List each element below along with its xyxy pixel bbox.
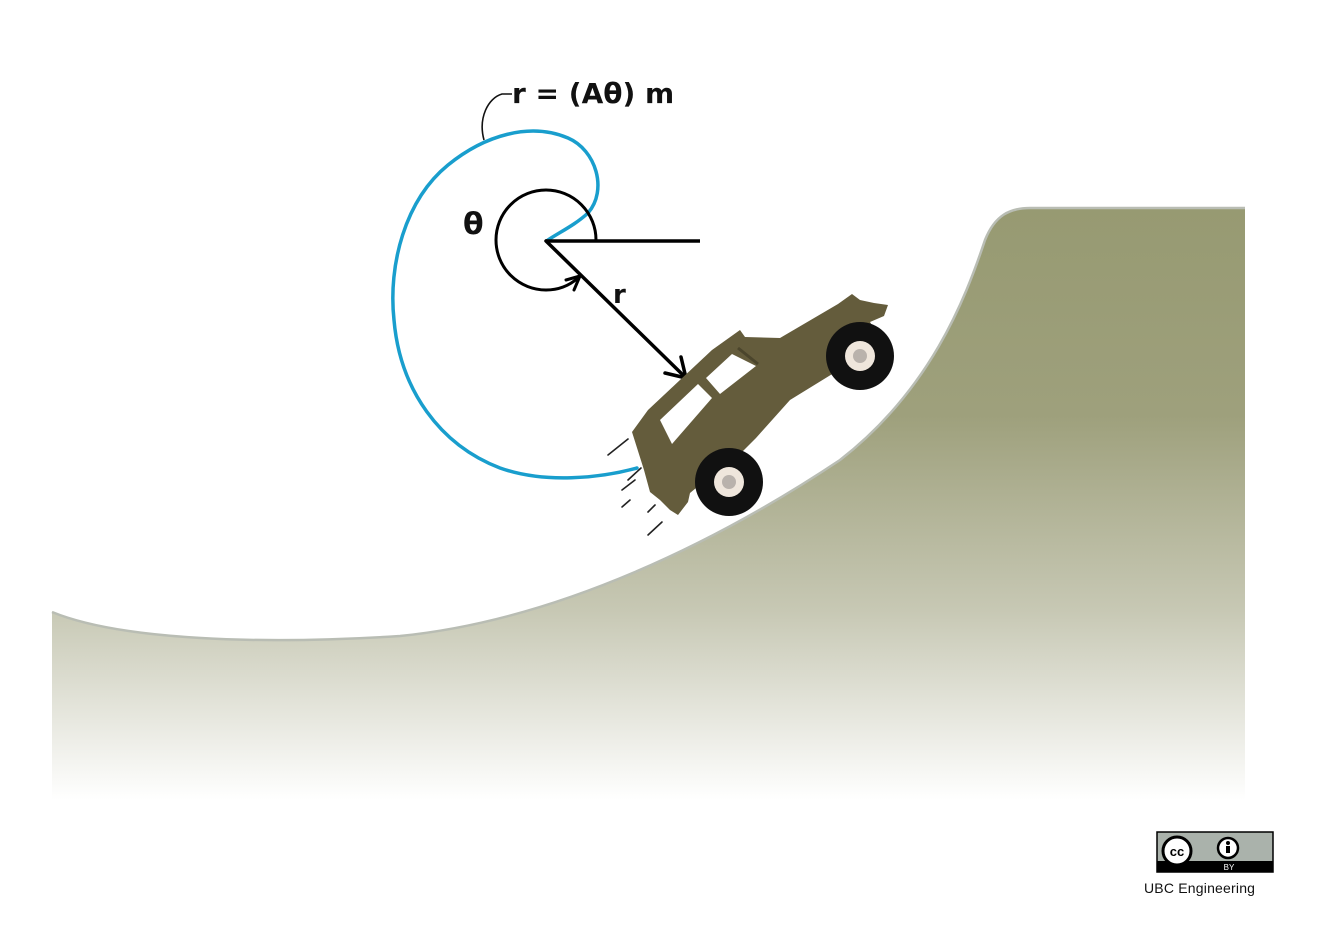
ramp-surface-edge — [51, 206, 1245, 642]
car-window-rear — [660, 384, 712, 444]
angle-arc — [494, 188, 598, 292]
motion-lines — [607, 438, 663, 536]
credit-label: UBC Engineering — [1144, 880, 1256, 896]
radius-vector — [544, 239, 686, 378]
equation-label: r = (Aθ) m — [512, 77, 674, 110]
cc-icon-text: cc — [1170, 844, 1184, 859]
car-pillar — [737, 346, 759, 366]
cc-icon — [1161, 835, 1193, 867]
car-body — [632, 294, 888, 515]
cc-by-license-badge: cc BY — [1156, 831, 1274, 873]
equation-leader-line — [481, 93, 512, 141]
by-label: BY — [1224, 863, 1235, 872]
car-window-front — [706, 354, 756, 394]
rear-hub-center — [722, 475, 736, 489]
angle-label: θ — [463, 207, 484, 242]
front-hub-center — [853, 349, 867, 363]
jeep-car — [632, 294, 894, 516]
spiral-path — [391, 129, 639, 480]
radius-label: r — [613, 280, 626, 310]
ramp-ground — [52, 208, 1245, 800]
